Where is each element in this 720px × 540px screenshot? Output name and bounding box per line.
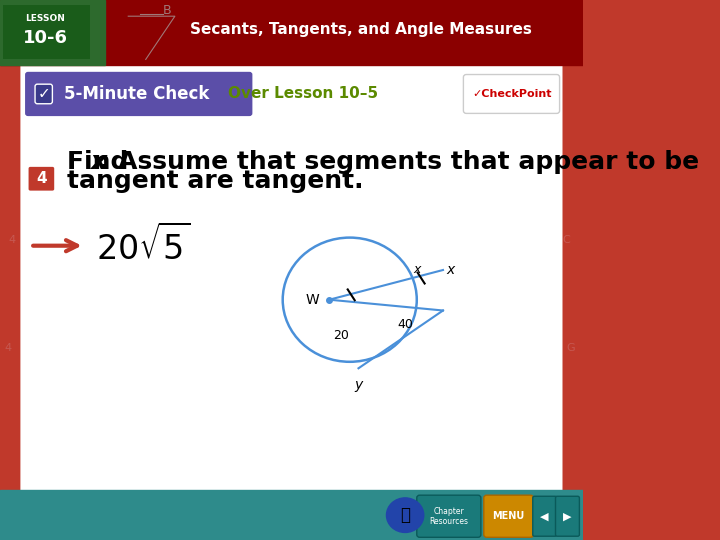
Text: Secants, Tangents, and Angle Measures: Secants, Tangents, and Angle Measures	[191, 22, 532, 37]
Text: 20: 20	[333, 329, 349, 342]
Text: ✓CheckPoint: ✓CheckPoint	[472, 89, 552, 99]
FancyBboxPatch shape	[533, 496, 557, 536]
Text: x: x	[446, 263, 454, 277]
Text: tangent are tangent.: tangent are tangent.	[67, 169, 364, 193]
Text: Find: Find	[67, 150, 137, 174]
Text: 🌐: 🌐	[400, 506, 410, 524]
Text: W: W	[305, 293, 319, 307]
Text: 4: 4	[4, 343, 12, 353]
Text: x: x	[90, 150, 107, 174]
FancyBboxPatch shape	[417, 495, 481, 537]
FancyBboxPatch shape	[556, 496, 580, 536]
FancyBboxPatch shape	[3, 5, 90, 59]
Text: 10-6: 10-6	[23, 29, 68, 47]
FancyBboxPatch shape	[29, 167, 54, 191]
Text: x: x	[413, 264, 420, 276]
Text: B: B	[163, 3, 172, 17]
Text: 5-Minute Check: 5-Minute Check	[64, 85, 210, 103]
Text: Over Lesson 10–5: Over Lesson 10–5	[228, 86, 378, 102]
Text: Chapter
Resources: Chapter Resources	[429, 507, 468, 526]
FancyBboxPatch shape	[484, 495, 534, 537]
Bar	[0, 490, 583, 540]
Text: G: G	[567, 343, 575, 353]
Text: . Assume that segments that appear to be: . Assume that segments that appear to be	[100, 150, 699, 174]
Text: 4: 4	[9, 235, 16, 245]
Polygon shape	[0, 0, 105, 65]
Text: 40: 40	[397, 318, 413, 330]
Text: ◀: ◀	[540, 511, 549, 521]
Text: $20\sqrt{5}$: $20\sqrt{5}$	[96, 225, 190, 267]
FancyBboxPatch shape	[25, 72, 253, 116]
FancyBboxPatch shape	[20, 19, 562, 497]
Text: 4: 4	[36, 171, 47, 186]
Text: LESSON: LESSON	[25, 15, 66, 23]
Text: MENU: MENU	[492, 511, 524, 521]
Text: ✓: ✓	[37, 86, 50, 102]
FancyBboxPatch shape	[464, 75, 559, 113]
Text: ▶: ▶	[563, 511, 572, 521]
Circle shape	[387, 498, 424, 532]
Text: y: y	[354, 378, 363, 392]
Text: C: C	[562, 235, 570, 245]
Bar	[0, 0, 583, 65]
